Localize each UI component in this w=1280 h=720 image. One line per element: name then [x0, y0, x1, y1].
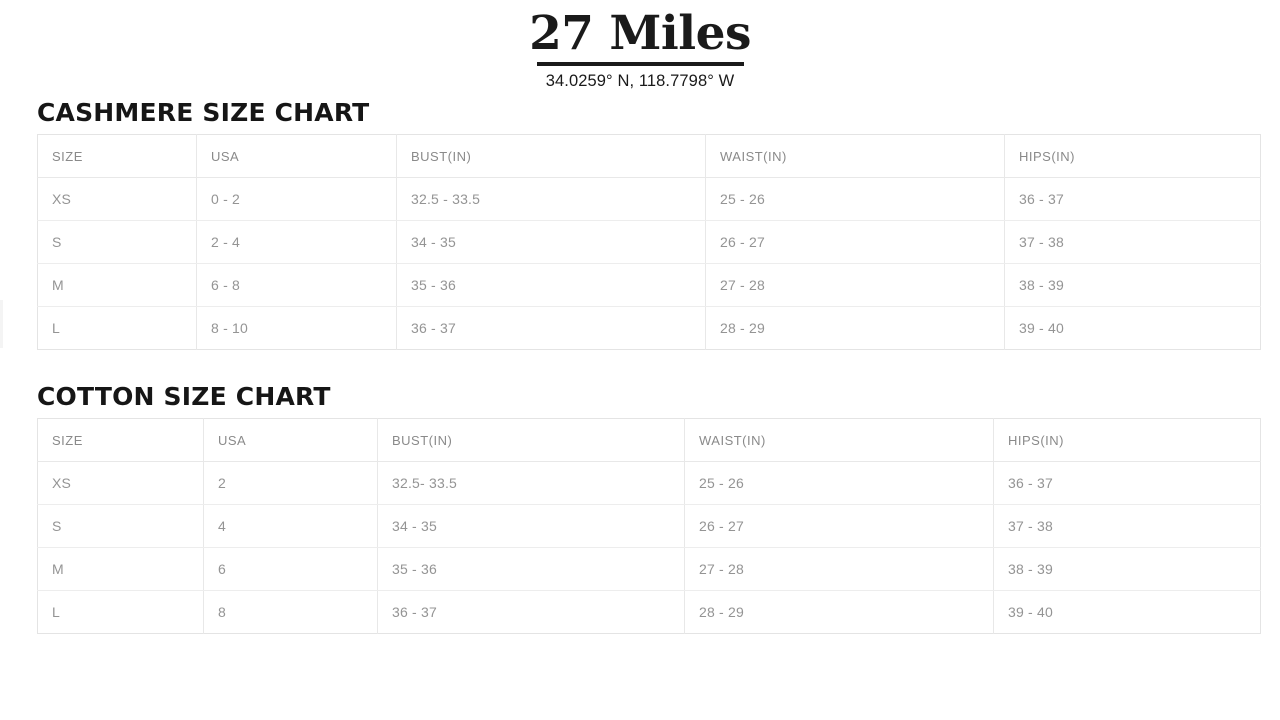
cell-waist: 26 - 27: [705, 220, 1005, 264]
cell-usa: 2 - 4: [196, 220, 397, 264]
cell-usa: 8: [203, 590, 378, 634]
cell-bust: 34 - 35: [396, 220, 706, 264]
column-header-waist: WAIST(IN): [705, 134, 1005, 178]
cell-usa: 0 - 2: [196, 177, 397, 221]
cell-bust: 34 - 35: [377, 504, 685, 548]
cell-size: XS: [37, 177, 197, 221]
table-header-row: SIZE USA BUST(IN) WAIST(IN) HIPS(IN): [37, 418, 1261, 462]
table-row: L 8 - 10 36 - 37 28 - 29 39 - 40: [37, 306, 1261, 350]
brand-wordmark: 27 Miles: [529, 6, 751, 61]
cell-usa: 2: [203, 461, 378, 505]
cashmere-chart-title: CASHMERE SIZE CHART: [37, 98, 370, 127]
column-header-waist: WAIST(IN): [684, 418, 994, 462]
cell-size: M: [37, 547, 204, 591]
cell-waist: 28 - 29: [684, 590, 994, 634]
column-header-hips: HIPS(IN): [993, 418, 1261, 462]
cell-usa: 6 - 8: [196, 263, 397, 307]
cell-size: S: [37, 504, 204, 548]
cell-bust: 36 - 37: [377, 590, 685, 634]
table-row: S 2 - 4 34 - 35 26 - 27 37 - 38: [37, 220, 1261, 264]
table-row: M 6 - 8 35 - 36 27 - 28 38 - 39: [37, 263, 1261, 307]
cell-hips: 37 - 38: [993, 504, 1261, 548]
cell-size: M: [37, 263, 197, 307]
table-row: M 6 35 - 36 27 - 28 38 - 39: [37, 547, 1261, 591]
cell-waist: 27 - 28: [684, 547, 994, 591]
cell-bust: 35 - 36: [377, 547, 685, 591]
cell-bust: 32.5- 33.5: [377, 461, 685, 505]
cotton-size-chart-section: COTTON SIZE CHART SIZE USA BUST(IN) WAIS…: [37, 382, 1261, 634]
cell-hips: 38 - 39: [1004, 263, 1261, 307]
cashmere-size-chart-section: CASHMERE SIZE CHART SIZE USA BUST(IN) WA…: [37, 98, 1261, 350]
cell-hips: 36 - 37: [1004, 177, 1261, 221]
column-header-size: SIZE: [37, 418, 204, 462]
column-header-size: SIZE: [37, 134, 197, 178]
cell-waist: 25 - 26: [705, 177, 1005, 221]
cell-size: L: [37, 590, 204, 634]
column-header-hips: HIPS(IN): [1004, 134, 1261, 178]
table-row: L 8 36 - 37 28 - 29 39 - 40: [37, 590, 1261, 634]
cell-size: S: [37, 220, 197, 264]
cell-waist: 25 - 26: [684, 461, 994, 505]
cell-waist: 26 - 27: [684, 504, 994, 548]
cell-bust: 35 - 36: [396, 263, 706, 307]
column-header-bust: BUST(IN): [396, 134, 706, 178]
page-edge-artifact: [0, 300, 3, 348]
cotton-size-table: SIZE USA BUST(IN) WAIST(IN) HIPS(IN) XS …: [37, 418, 1261, 634]
cell-waist: 28 - 29: [705, 306, 1005, 350]
column-header-usa: USA: [196, 134, 397, 178]
brand-divider-rule: [536, 62, 744, 66]
column-header-usa: USA: [203, 418, 378, 462]
table-row: XS 0 - 2 32.5 - 33.5 25 - 26 36 - 37: [37, 177, 1261, 221]
column-header-bust: BUST(IN): [377, 418, 685, 462]
cell-hips: 37 - 38: [1004, 220, 1261, 264]
cell-hips: 36 - 37: [993, 461, 1261, 505]
cell-size: L: [37, 306, 197, 350]
table-header-row: SIZE USA BUST(IN) WAIST(IN) HIPS(IN): [37, 134, 1261, 178]
cell-hips: 38 - 39: [993, 547, 1261, 591]
cell-usa: 6: [203, 547, 378, 591]
brand-header: 27 Miles 34.0259° N, 118.7798° W: [0, 8, 1280, 91]
brand-coordinates: 34.0259° N, 118.7798° W: [545, 72, 735, 90]
cashmere-size-table: SIZE USA BUST(IN) WAIST(IN) HIPS(IN) XS …: [37, 134, 1261, 350]
table-row: S 4 34 - 35 26 - 27 37 - 38: [37, 504, 1261, 548]
cotton-chart-title: COTTON SIZE CHART: [37, 382, 331, 411]
cell-hips: 39 - 40: [1019, 320, 1064, 336]
cell-usa: 4: [203, 504, 378, 548]
cell-size: XS: [37, 461, 204, 505]
cell-usa: 8 - 10: [196, 306, 397, 350]
cell-hips: 39 - 40: [1008, 604, 1053, 620]
cell-bust: 36 - 37: [396, 306, 706, 350]
table-row: XS 2 32.5- 33.5 25 - 26 36 - 37: [37, 461, 1261, 505]
cell-waist: 27 - 28: [705, 263, 1005, 307]
cell-bust: 32.5 - 33.5: [396, 177, 706, 221]
